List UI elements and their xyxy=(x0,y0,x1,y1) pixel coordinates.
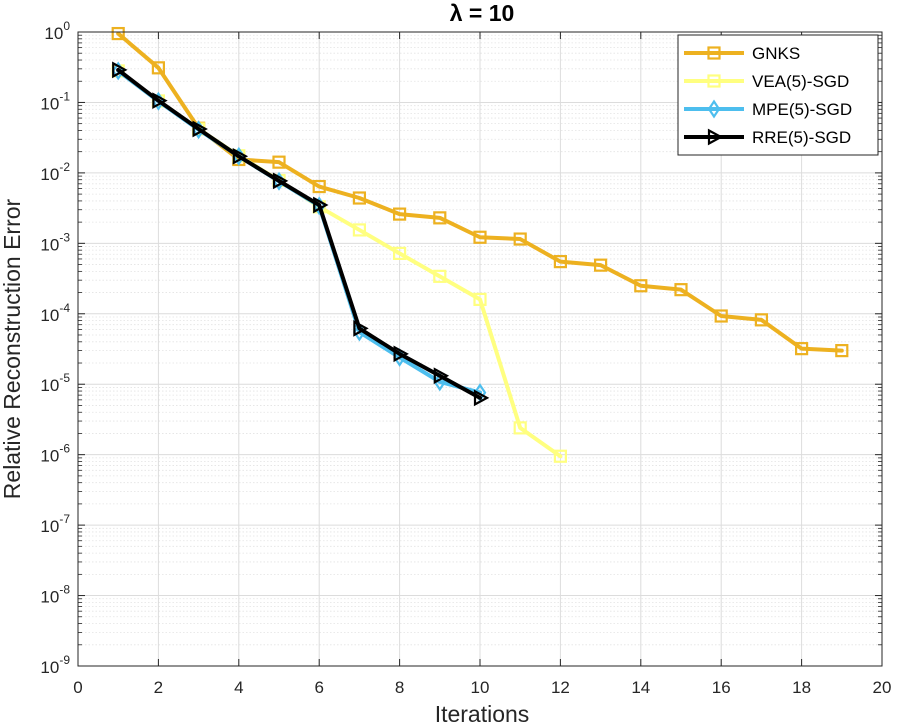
data-point-square xyxy=(707,74,721,88)
x-tick-label: 2 xyxy=(154,678,163,697)
chart-title: λ = 10 xyxy=(450,0,515,26)
data-point-triangle xyxy=(152,92,168,110)
y-tick-label: 10-7 xyxy=(40,512,70,536)
data-point-square xyxy=(634,279,648,293)
data-point-triangle xyxy=(232,147,249,165)
data-point-square xyxy=(352,191,366,205)
y-tick-label: 10-9 xyxy=(40,653,70,677)
data-point-square xyxy=(433,269,447,283)
y-tick-label: 10-8 xyxy=(40,583,70,607)
legend-item: GNKS xyxy=(684,44,800,63)
y-tick-label: 100 xyxy=(44,19,70,43)
data-point-square xyxy=(835,344,849,358)
data-point-triangle xyxy=(192,120,208,138)
legend-item: MPE(5)-SGD xyxy=(684,99,852,119)
y-tick-label: 10-6 xyxy=(40,442,70,466)
legend-label: VEA(5)-SGD xyxy=(752,72,849,91)
x-tick-label: 18 xyxy=(792,678,811,697)
data-point-square xyxy=(794,342,809,356)
x-tick-label: 16 xyxy=(712,678,731,697)
data-point-triangle xyxy=(707,128,724,146)
y-tick-label: 10-1 xyxy=(40,89,70,113)
data-point-square xyxy=(151,61,165,75)
x-tick-label: 14 xyxy=(631,678,650,697)
data-point-square xyxy=(553,255,568,269)
data-point-square xyxy=(473,292,487,306)
data-point-triangle xyxy=(473,389,490,407)
x-tick-label: 6 xyxy=(314,678,323,697)
x-tick-label: 20 xyxy=(873,678,892,697)
data-point-triangle xyxy=(112,61,128,79)
data-point-square xyxy=(593,258,608,272)
data-point-square xyxy=(111,26,125,41)
y-tick-label: 10-5 xyxy=(40,371,70,395)
y-tick-label: 10-4 xyxy=(40,301,70,325)
y-tick-label: 10-2 xyxy=(40,160,70,184)
data-point-triangle xyxy=(353,320,369,337)
data-point-square xyxy=(754,313,769,327)
data-point-triangle xyxy=(313,196,329,214)
x-axis-label: Iterations xyxy=(435,701,530,725)
data-point-square xyxy=(674,283,688,297)
x-tick-label: 12 xyxy=(551,678,570,697)
x-tick-label: 8 xyxy=(395,678,404,697)
legend-label: RRE(5)-SGD xyxy=(752,128,851,147)
y-axis-label: Relative Reconstruction Error xyxy=(0,198,25,499)
legend: GNKS VEA(5)-SGD MPE(5)-SGD RRE(5)-SGD xyxy=(677,34,879,156)
legend-item: VEA(5)-SGD xyxy=(684,72,849,91)
y-tick-labels: 100 10-1 10-2 10-3 10-4 10-5 10-6 10-7 10-8 10-9 xyxy=(40,19,70,677)
data-point-square xyxy=(352,223,366,237)
data-point-square xyxy=(473,230,487,244)
series-rre-5-sgd xyxy=(112,61,490,407)
data-point-square xyxy=(513,421,527,435)
data-point-triangle xyxy=(433,367,450,385)
data-point-square xyxy=(393,207,407,221)
series-layer xyxy=(111,26,849,463)
data-point-square xyxy=(553,449,568,463)
legend-label: MPE(5)-SGD xyxy=(752,100,852,119)
y-tick-label: 10-3 xyxy=(40,230,70,254)
data-point-square xyxy=(272,155,286,169)
legend-item: RRE(5)-SGD xyxy=(684,128,851,147)
x-tick-label: 0 xyxy=(73,678,82,697)
data-point-square xyxy=(513,232,527,246)
x-tick-labels: 0 2 4 6 8 10 12 14 16 18 20 xyxy=(73,678,891,697)
data-point-square xyxy=(393,246,407,260)
data-point-square xyxy=(433,211,447,225)
legend-label: GNKS xyxy=(752,44,800,63)
data-point-diamond xyxy=(473,383,487,403)
data-point-triangle xyxy=(393,345,409,363)
data-point-square xyxy=(312,179,326,194)
data-point-square xyxy=(714,309,728,323)
data-point-square xyxy=(707,46,721,60)
data-point-triangle xyxy=(272,172,289,190)
ticks xyxy=(77,31,883,667)
series-line xyxy=(116,67,482,400)
data-point-diamond xyxy=(707,99,721,119)
x-tick-label: 10 xyxy=(471,678,490,697)
x-tick-label: 4 xyxy=(234,678,243,697)
